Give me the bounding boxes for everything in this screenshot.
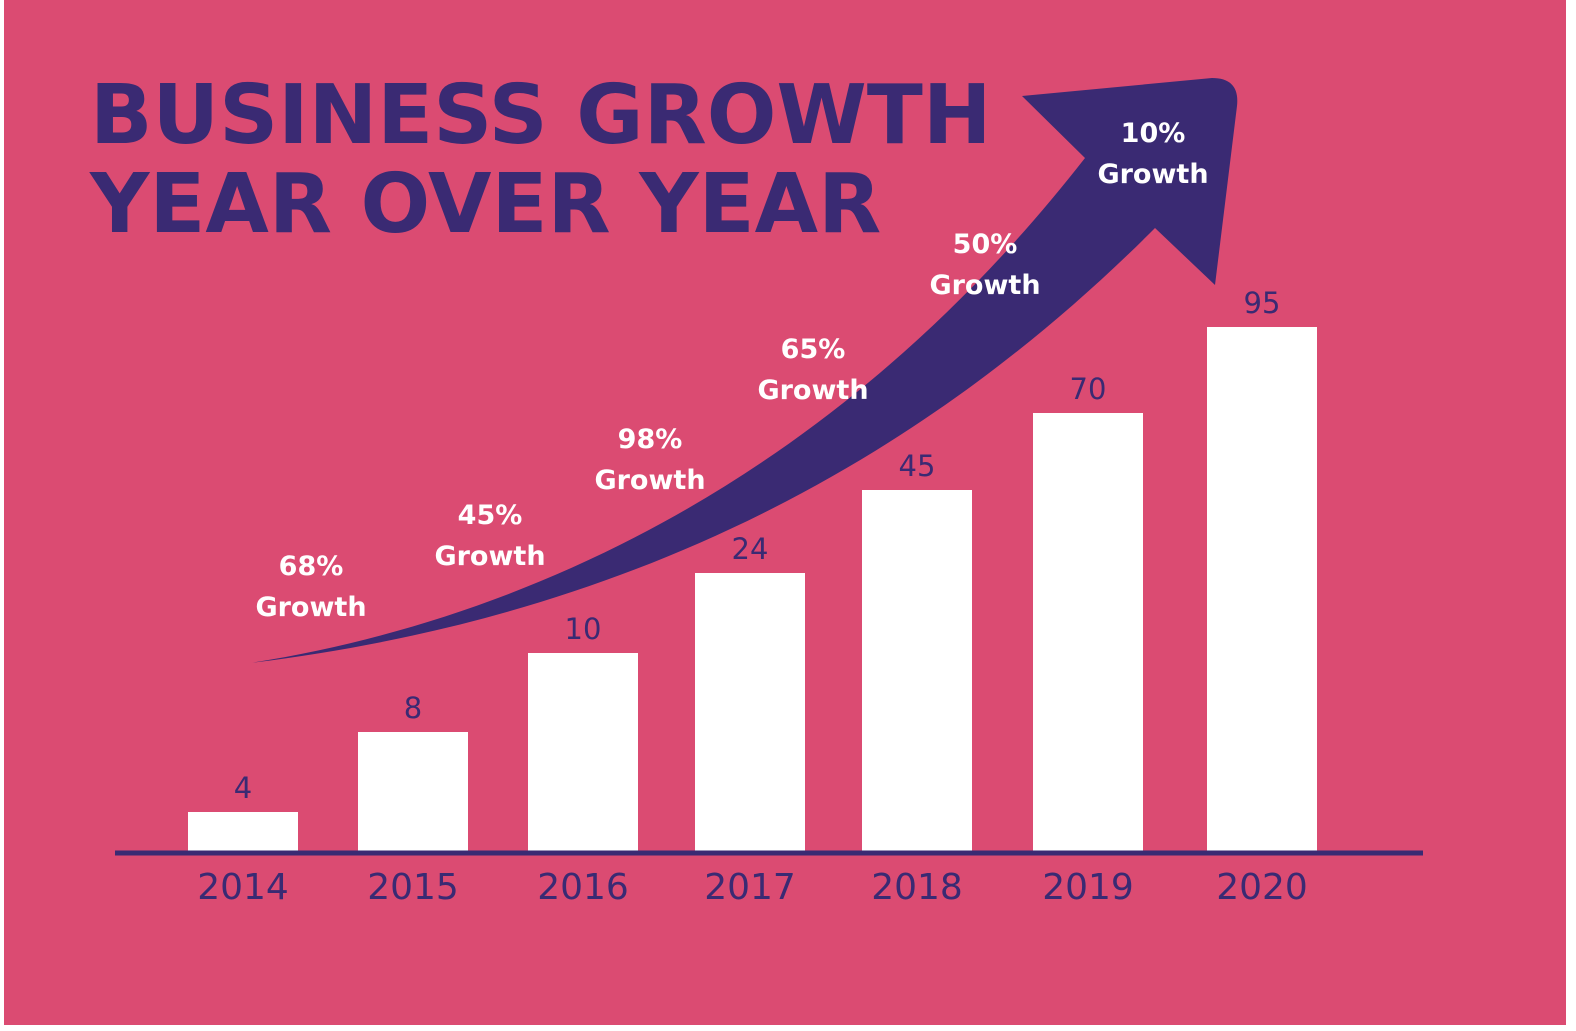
- growth-annotation-label: Growth: [255, 592, 366, 623]
- growth-annotation-pct: 10%: [1121, 118, 1186, 149]
- data-label: 10: [565, 612, 602, 646]
- bar-2020: [1207, 327, 1317, 851]
- growth-annotation-label: Growth: [434, 541, 545, 572]
- bar-2019: [1033, 413, 1143, 851]
- growth-annotation-label: Growth: [757, 375, 868, 406]
- x-tick-label: 2015: [367, 867, 459, 908]
- chart-title-line-1: BUSINESS GROWTH: [90, 68, 991, 163]
- data-label: 4: [234, 771, 252, 805]
- growth-arrow: [250, 78, 1238, 663]
- bar-2015: [358, 732, 468, 851]
- growth-annotation-pct: 98%: [618, 424, 683, 455]
- bar-2017: [695, 573, 805, 851]
- growth-annotation-pct: 68%: [279, 551, 344, 582]
- data-label: 8: [404, 691, 422, 725]
- bar-2016: [528, 653, 638, 851]
- x-tick-label: 2014: [197, 867, 289, 908]
- growth-annotation-label: Growth: [1097, 159, 1208, 190]
- chart-title-line-2: YEAR OVER YEAR: [89, 157, 881, 252]
- bar-2018: [862, 490, 972, 851]
- x-tick-label: 2016: [537, 867, 629, 908]
- x-tick-label: 2017: [704, 867, 796, 908]
- growth-annotation-pct: 45%: [458, 500, 523, 531]
- x-tick-label: 2019: [1042, 867, 1134, 908]
- x-tick-label: 2020: [1216, 867, 1308, 908]
- data-label: 70: [1070, 372, 1107, 406]
- bar-2014: [188, 812, 298, 851]
- chart-svg: BUSINESS GROWTH YEAR OVER YEAR 2014 4 2015…: [89, 68, 1423, 908]
- x-tick-label: 2018: [871, 867, 963, 908]
- growth-annotation-pct: 50%: [953, 229, 1018, 260]
- chart-canvas: BUSINESS GROWTH YEAR OVER YEAR 2014 4 2015…: [4, 0, 1566, 1025]
- data-label: 45: [899, 449, 936, 483]
- growth-annotation-label: Growth: [594, 465, 705, 496]
- growth-annotation-pct: 65%: [781, 334, 846, 365]
- growth-annotation-label: Growth: [929, 270, 1040, 301]
- data-label: 24: [732, 532, 769, 566]
- data-label: 95: [1244, 286, 1281, 320]
